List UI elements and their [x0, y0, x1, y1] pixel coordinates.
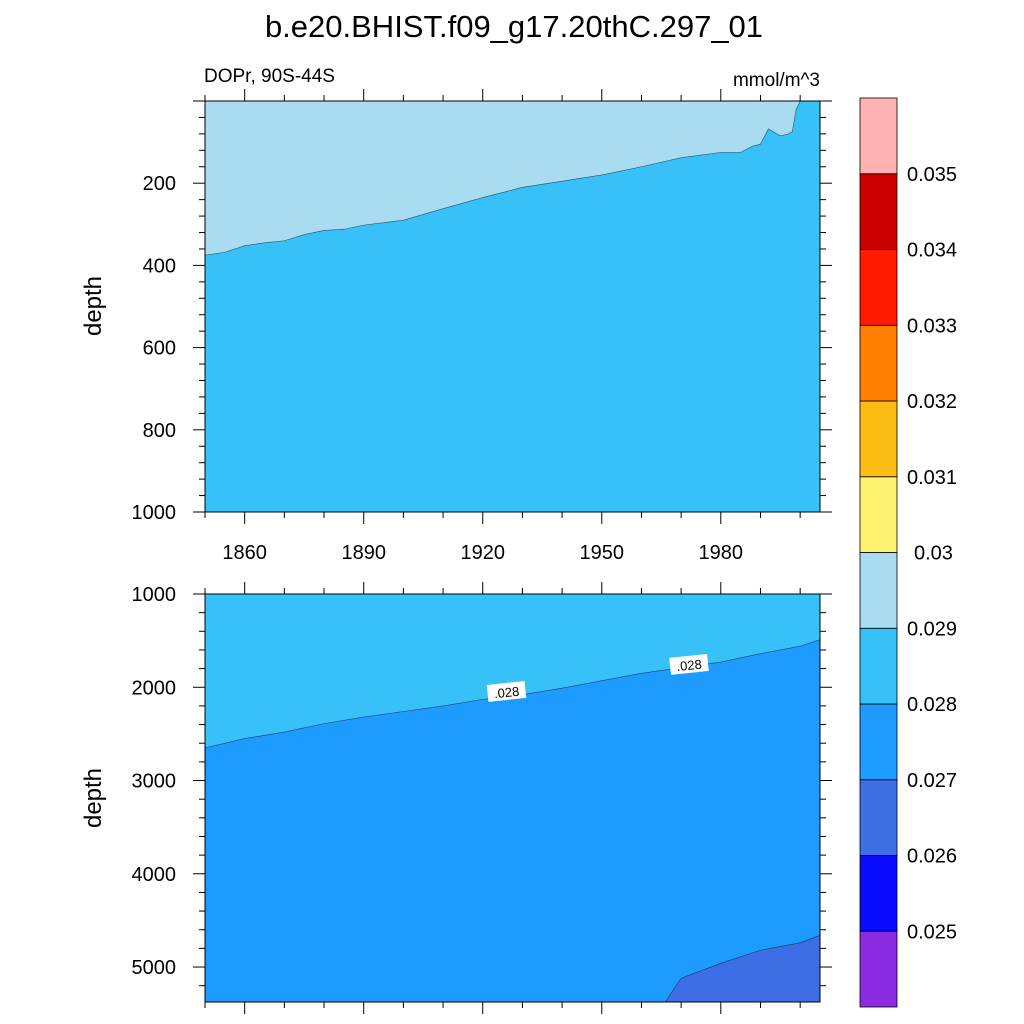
y-axis-label: depth [80, 768, 107, 828]
y-tick-label: 2000 [132, 677, 177, 699]
fill-band-0.027-0.028 [205, 639, 820, 1002]
colorbar-swatch-0 [859, 930, 898, 1008]
y-axis-label: depth [80, 276, 107, 336]
lower-panel: .028 .028 1000 2000 3000 4000 5000 depth [80, 582, 832, 1014]
x-tick-label: 1950 [580, 542, 625, 564]
contour-line-0.029 [204, 100, 801, 256]
colorbar-swatch-6 [859, 476, 898, 553]
y-tick-label: 4000 [132, 864, 177, 886]
colorbar-swatch-1 [859, 855, 898, 932]
units-label: mmol/m^3 [733, 70, 820, 91]
colorbar: 0.025 0.026 0.027 0.028 0.029 0.03 0.031 0.032 0… [859, 97, 957, 1008]
colorbar-label: 0.027 [907, 770, 957, 792]
colorbar-label: 0.029 [907, 618, 957, 640]
contour-label-box [486, 680, 527, 702]
fill-band-0.026-0.027 [665, 935, 820, 1002]
colorbar-swatch-9 [859, 249, 898, 326]
colorbar-swatch-3 [859, 703, 898, 781]
y-tick-label: 5000 [132, 957, 177, 979]
x-tick-label: 1890 [341, 542, 386, 564]
y-tick-label: 1000 [132, 502, 177, 524]
colorbar-swatch-11 [859, 97, 898, 175]
fill-band-0.028-0.029 [205, 101, 820, 512]
y-tick-label: 600 [143, 338, 176, 360]
colorbar-swatch-8 [859, 324, 898, 402]
colorbar-label: 0.031 [907, 467, 957, 489]
colorbar-label: 0.028 [907, 694, 957, 716]
y-tick-label: 800 [143, 420, 176, 442]
x-tick-label: 1980 [699, 542, 744, 564]
contour-label-0: .028 [486, 680, 527, 702]
x-tick-label: 1920 [460, 542, 505, 564]
contour-label-text: .028 [493, 684, 520, 702]
colorbar-label: 0.033 [907, 315, 957, 337]
contour-label-text: .028 [676, 657, 703, 675]
x-axis-tick-labels: 1860 1890 1920 1950 1980 [222, 542, 743, 564]
plot-frame [204, 100, 821, 513]
variable-label: DOPr, 90S-44S [204, 66, 335, 87]
colorbar-swatch-2 [859, 779, 898, 856]
contour-line-0.027 [665, 935, 821, 1003]
colorbar-swatch-5 [859, 552, 898, 629]
colorbar-swatch-4 [859, 627, 898, 705]
colorbar-swatch-10 [859, 173, 898, 250]
plot-frame [204, 593, 821, 1003]
colorbar-label: 0.03 [914, 543, 953, 565]
y-tick-label: 1000 [132, 584, 177, 606]
colorbar-label: 0.035 [907, 164, 957, 186]
colorbar-label: 0.025 [907, 921, 957, 943]
colorbar-label: 0.026 [907, 846, 957, 868]
y-tick-label: 400 [143, 255, 176, 277]
colorbar-swatch-7 [859, 400, 898, 478]
contour-label-box [669, 653, 709, 675]
figure-title: b.e20.BHIST.f09_g17.20thC.297_01 [265, 9, 763, 44]
y-tick-label: 3000 [132, 771, 177, 793]
colorbar-label: 0.034 [907, 240, 957, 262]
contour-label-1: .028 [669, 653, 709, 675]
y-tick-label: 200 [143, 173, 176, 195]
x-tick-label: 1860 [222, 542, 267, 564]
upper-panel: 200 400 600 800 1000 depth [80, 89, 832, 524]
colorbar-label: 0.032 [907, 391, 957, 413]
